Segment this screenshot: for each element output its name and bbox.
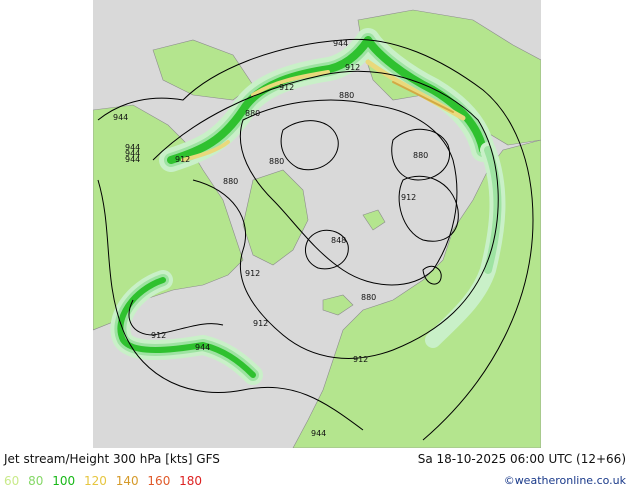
contour-label: 944: [113, 113, 128, 122]
legend-item: 80: [28, 474, 44, 488]
contour-label: 880: [269, 157, 284, 166]
land-europe: [292, 139, 541, 448]
valid-time: Sa 18-10-2025 06:00 UTC (12+66): [417, 452, 626, 466]
contour-880-ring: [239, 99, 458, 286]
contour-label: 880: [245, 109, 260, 118]
legend-item: 180: [179, 474, 203, 488]
legend-item: 60: [4, 474, 20, 488]
contour-layer: [97, 38, 534, 441]
legend-item: 160: [147, 474, 171, 488]
legend-item: 120: [83, 474, 107, 488]
contour-label: 944: [195, 343, 210, 352]
jet-core-east-peak: [392, 81, 454, 113]
contour-label-layer: 944 912 880 912 944 912 944 944 944 912 …: [113, 39, 428, 438]
jet-stream-layer: [110, 28, 506, 385]
land-iceland: [322, 294, 354, 316]
jet-core-west: [181, 140, 230, 162]
contour-944-left: [97, 179, 364, 431]
jet-band-pacific-100: [167, 36, 487, 164]
contour-label: 912: [279, 83, 294, 92]
contour-label: 944: [125, 155, 140, 164]
jet-band-atlantic-100: [117, 277, 256, 378]
map-title: Jet stream/Height 300 hPa [kts] GFS: [4, 452, 220, 466]
jet-core-central: [251, 70, 330, 97]
speed-legend: 60 80 100 120 140 160 180: [4, 474, 207, 488]
contour-label: 944: [333, 39, 348, 48]
legend-item: 140: [115, 474, 139, 488]
credit-link[interactable]: ©weatheronline.co.uk: [503, 474, 626, 487]
contour-label: 880: [361, 293, 376, 302]
map-footer: Jet stream/Height 300 hPa [kts] GFS Sa 1…: [0, 450, 634, 490]
contour-pole-ring: [280, 120, 339, 171]
contour-label: 944: [125, 143, 140, 152]
contour-label: 880: [413, 151, 428, 160]
legend-item: 100: [52, 474, 76, 488]
contour-label: 848: [331, 236, 346, 245]
contour-label: 880: [223, 177, 238, 186]
contour-label: 880: [339, 91, 354, 100]
contour-label: 912: [401, 193, 416, 202]
contour-label: 944: [125, 149, 140, 158]
contour-label: 912: [175, 155, 190, 164]
contour-small-loop: [422, 265, 442, 285]
contour-848-core: [305, 230, 349, 270]
contour-label: 912: [151, 331, 166, 340]
map-panel: 944 912 880 912 944 912 944 944 944 912 …: [93, 0, 541, 448]
contour-944-outer: [97, 38, 534, 441]
contour-label: 944: [311, 429, 326, 438]
contour-912-main: [152, 70, 499, 359]
land-greenland: [242, 169, 309, 266]
contour-880-pocket: [391, 128, 451, 181]
jet-band-eastern-80: [484, 146, 502, 274]
contour-label: 912: [253, 319, 268, 328]
land-layer: [93, 9, 541, 448]
contour-label: 912: [245, 269, 260, 278]
contour-label: 912: [353, 355, 368, 364]
jet-stream-map: 944 912 880 912 944 912 944 944 944 912 …: [93, 0, 541, 448]
land-svalbard: [362, 209, 386, 231]
contour-912-atlantic: [128, 299, 224, 336]
contour-912-east-loop: [398, 175, 459, 242]
land-asia: [357, 9, 541, 146]
contour-label: 912: [345, 63, 360, 72]
